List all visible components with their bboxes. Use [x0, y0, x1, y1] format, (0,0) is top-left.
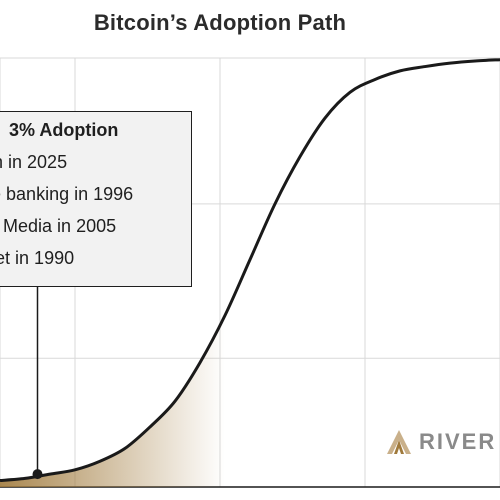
callout-line-online-banking: Online banking in 1996 — [0, 184, 134, 204]
adoption-callout: 3% Adoption Bitcoin in 2025 Online banki… — [0, 111, 192, 287]
adoption-curve-line — [0, 58, 500, 483]
watermark-text: RIVER — [419, 429, 497, 454]
adoption-area-fill — [0, 315, 225, 487]
river-watermark: RIVER — [385, 428, 496, 456]
callout-line-social-media: Social Media in 2005 — [0, 216, 117, 236]
callout-line-bitcoin: Bitcoin in 2025 — [0, 152, 68, 172]
chart-title: Bitcoin’s Adoption Path — [93, 10, 347, 35]
river-logo-icon — [387, 430, 411, 454]
adoption-marker-point — [32, 469, 43, 480]
callout-line-internet: Internet in 1990 — [0, 248, 75, 268]
callout-heading: 3% Adoption — [9, 120, 119, 140]
